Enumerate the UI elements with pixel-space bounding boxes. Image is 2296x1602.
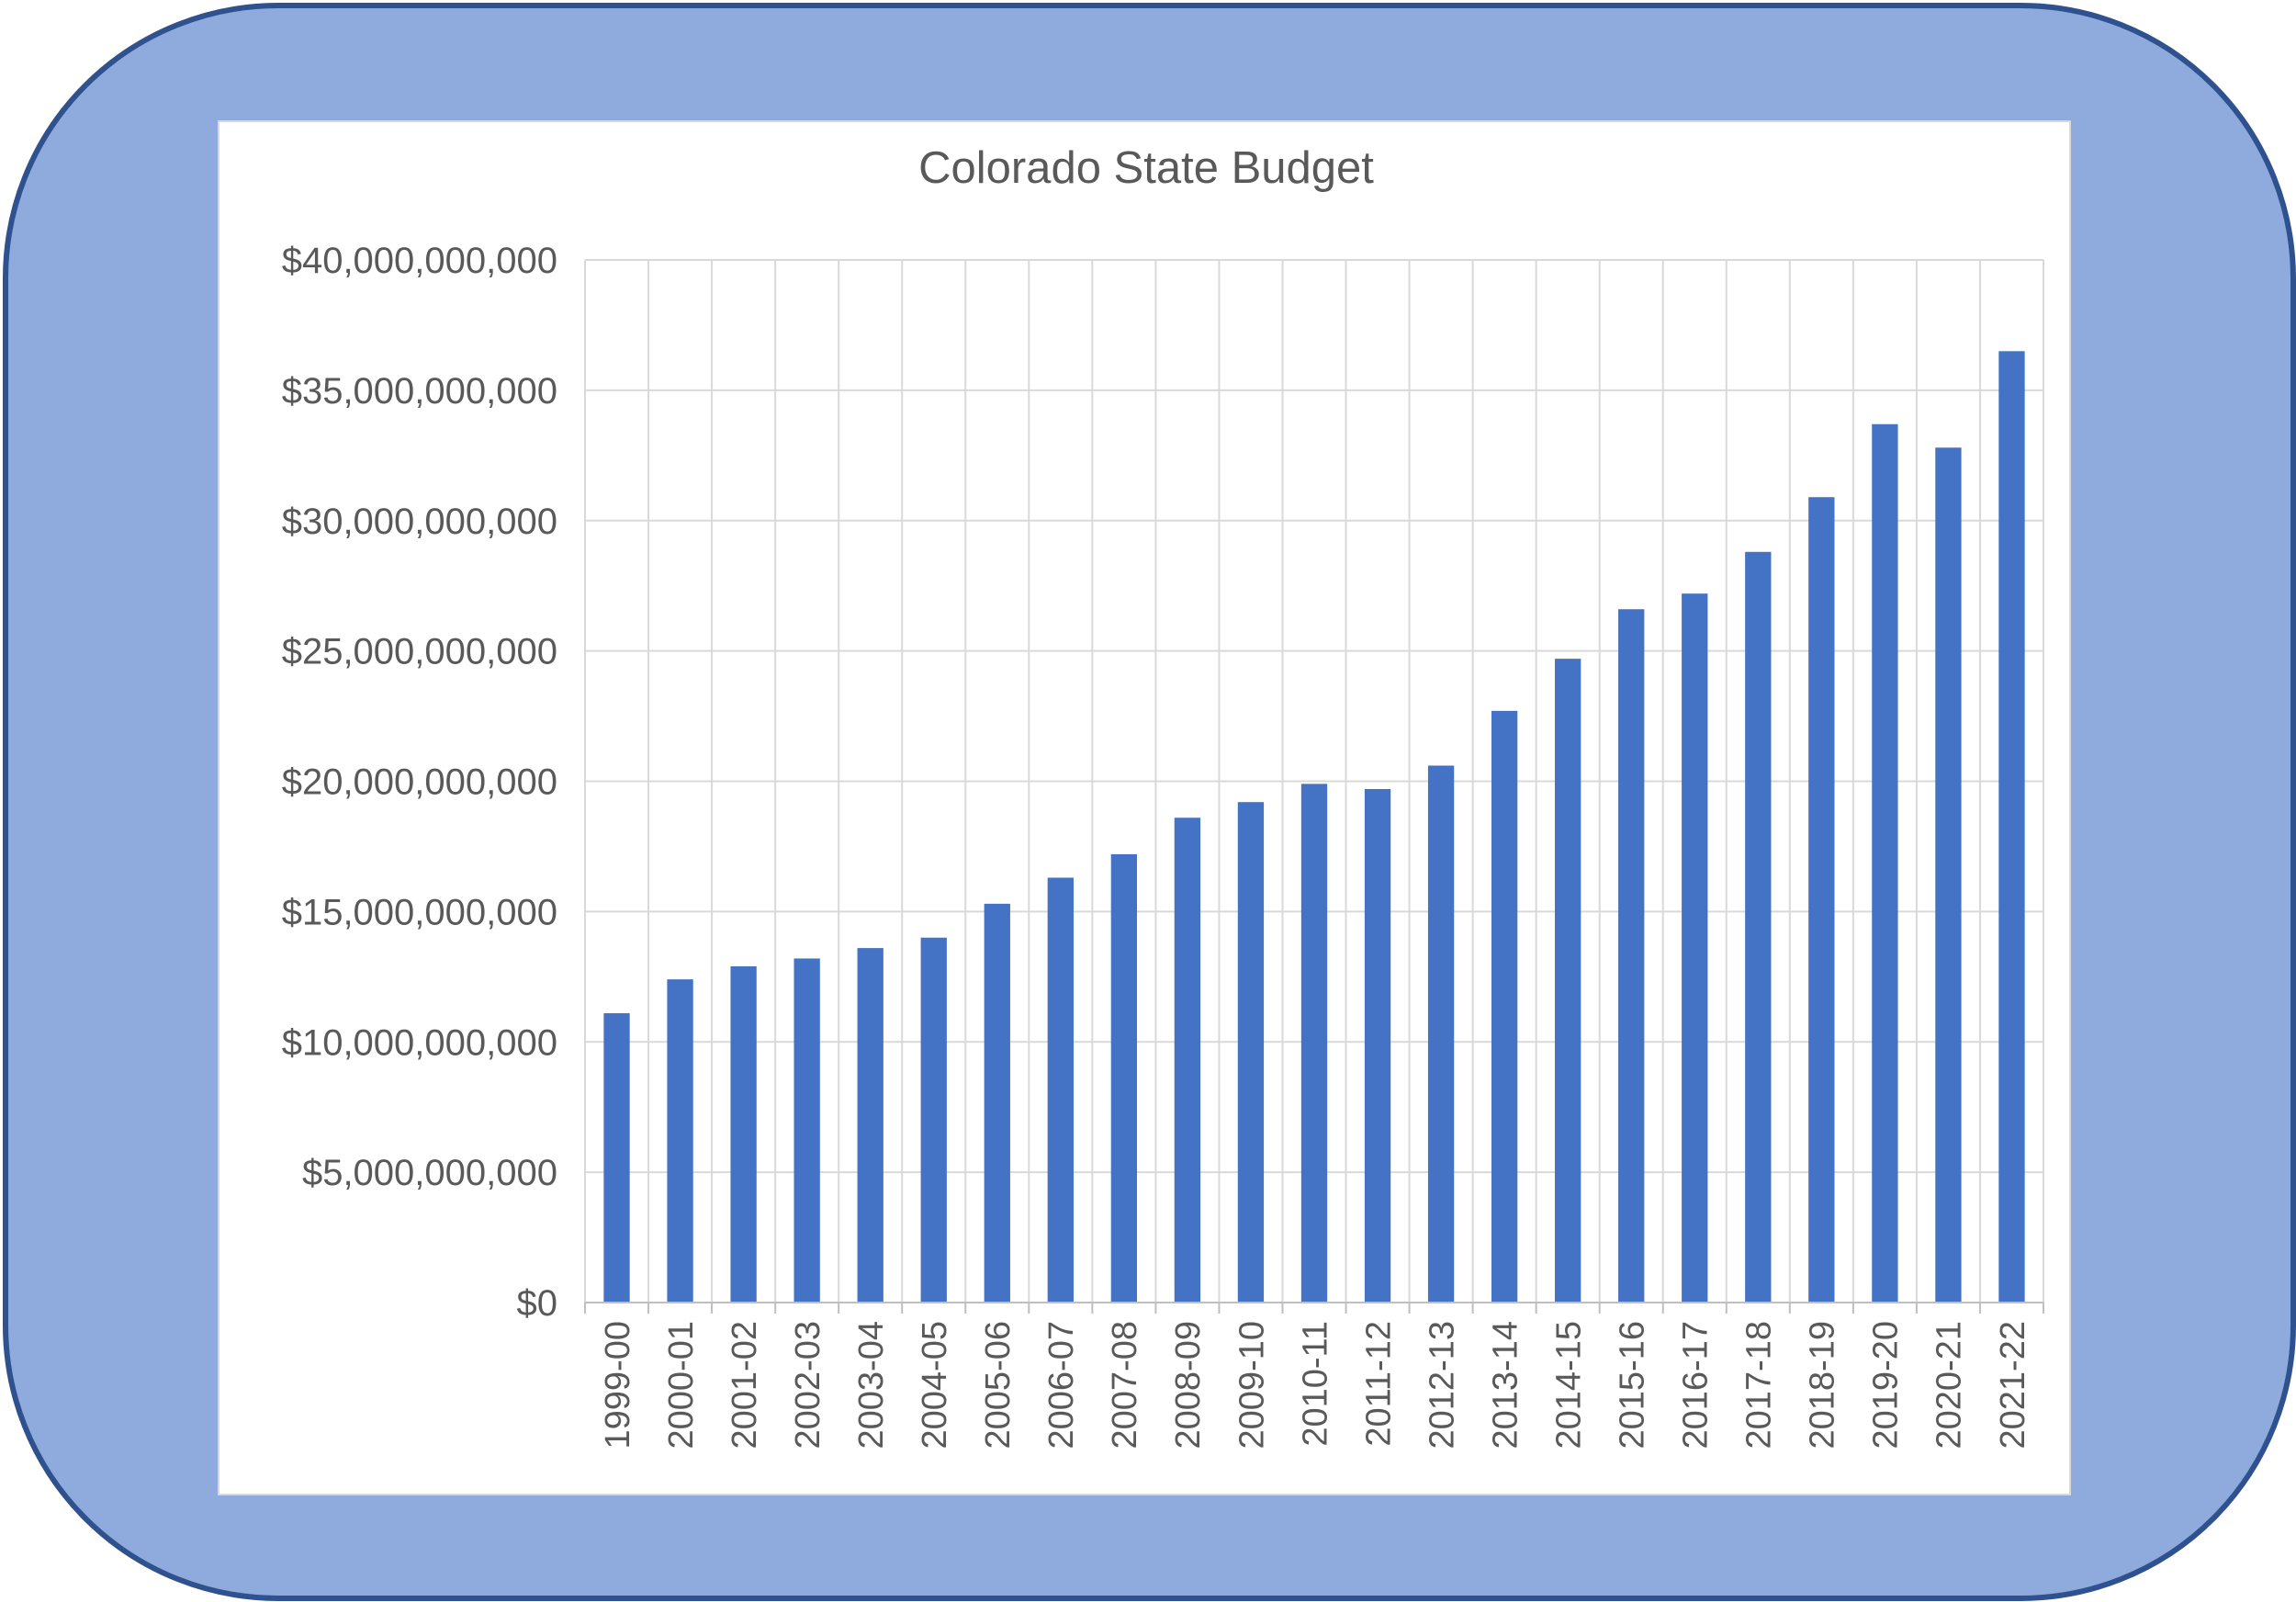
x-tick-label: 2017-18 — [1740, 1321, 1779, 1449]
x-tick-label: 2010-11 — [1296, 1321, 1334, 1447]
bar-2001-02 — [730, 965, 757, 1303]
x-tick-label: 2020-21 — [1930, 1321, 1969, 1449]
y-tick-label: $35,000,000,000 — [282, 371, 557, 412]
y-tick-label: $15,000,000,000 — [282, 892, 557, 932]
bar-2015-16 — [1618, 609, 1645, 1303]
x-tick-label: 2012-13 — [1423, 1321, 1461, 1449]
rounded-frame: Colorado State Budget $0 $5,000,000,000 $1… — [3, 3, 2296, 1601]
bar-2018-19 — [1808, 497, 1835, 1303]
chart-title: Colorado State Budget — [918, 143, 1374, 193]
bar-2003-04 — [857, 948, 884, 1303]
x-tick-label: 2021-22 — [1994, 1321, 2032, 1449]
bar-2002-03 — [793, 958, 820, 1303]
x-tick-label: 2001-02 — [726, 1321, 764, 1449]
x-tick-label: 2014-15 — [1549, 1321, 1588, 1449]
bar-2000-01 — [667, 979, 693, 1303]
bar-2012-13 — [1427, 765, 1455, 1303]
y-axis-tick-labels: $0 $5,000,000,000 $10,000,000,000 $15,000,0… — [282, 241, 557, 1324]
y-tick-label: $0 — [517, 1283, 558, 1324]
x-tick-label: 1999-00 — [599, 1321, 637, 1449]
y-tick-label: $20,000,000,000 — [282, 762, 557, 803]
bar-2020-21 — [1935, 447, 1962, 1303]
x-tick-label: 2018-19 — [1804, 1321, 1842, 1449]
bar-2014-15 — [1555, 659, 1581, 1303]
x-tick-label: 2005-06 — [979, 1321, 1018, 1449]
x-tick-label: 2004-05 — [916, 1321, 954, 1449]
y-tick-label: $30,000,000,000 — [282, 502, 557, 542]
bar-2004-05 — [920, 937, 947, 1303]
bar-chart: Colorado State Budget $0 $5,000,000,000 $1… — [282, 143, 2044, 1449]
y-tick-label: $25,000,000,000 — [282, 632, 557, 672]
x-tick-label: 2016-17 — [1677, 1321, 1716, 1449]
x-tick-label: 2000-01 — [662, 1321, 701, 1449]
x-tick-label: 2003-04 — [852, 1321, 891, 1449]
chart-area: Colorado State Budget $0 $5,000,000,000 $1… — [218, 120, 2071, 1495]
bar-2006-07 — [1047, 877, 1074, 1303]
y-tick-label: $5,000,000,000 — [302, 1153, 557, 1193]
y-tick-label: $40,000,000,000 — [282, 241, 557, 281]
x-axis-tick-labels: 1999-00 2000-01 2001-02 2002-03 2003-04 2004-… — [599, 1321, 2032, 1449]
bar-2021-22 — [1998, 351, 2025, 1303]
axes — [584, 1302, 2044, 1314]
x-tick-label: 2011-12 — [1359, 1321, 1398, 1447]
bar-2010-11 — [1300, 784, 1328, 1303]
x-tick-label: 2013-14 — [1486, 1321, 1525, 1449]
x-tick-label: 2019-20 — [1867, 1321, 1906, 1449]
x-tick-label: 2002-03 — [789, 1321, 827, 1449]
bar-2005-06 — [984, 903, 1010, 1303]
x-tick-label: 2009-10 — [1232, 1321, 1271, 1449]
x-tick-label: 2007-08 — [1106, 1321, 1144, 1449]
bar-2011-12 — [1364, 789, 1391, 1303]
bar-1999-00 — [603, 1013, 630, 1303]
gridlines — [584, 259, 2044, 1303]
x-tick-label: 2015-16 — [1614, 1321, 1652, 1449]
bar-2009-10 — [1237, 802, 1265, 1303]
bar-2007-08 — [1110, 853, 1138, 1303]
x-tick-label: 2008-09 — [1169, 1321, 1208, 1449]
bar-2016-17 — [1682, 593, 1708, 1303]
bar-2019-20 — [1872, 423, 1898, 1303]
y-tick-label: $10,000,000,000 — [282, 1022, 557, 1063]
bar-2017-18 — [1745, 551, 1772, 1303]
bars — [603, 351, 2025, 1303]
x-tick-label: 2006-07 — [1042, 1321, 1081, 1449]
bar-2013-14 — [1491, 710, 1518, 1303]
bar-2008-09 — [1174, 818, 1201, 1303]
